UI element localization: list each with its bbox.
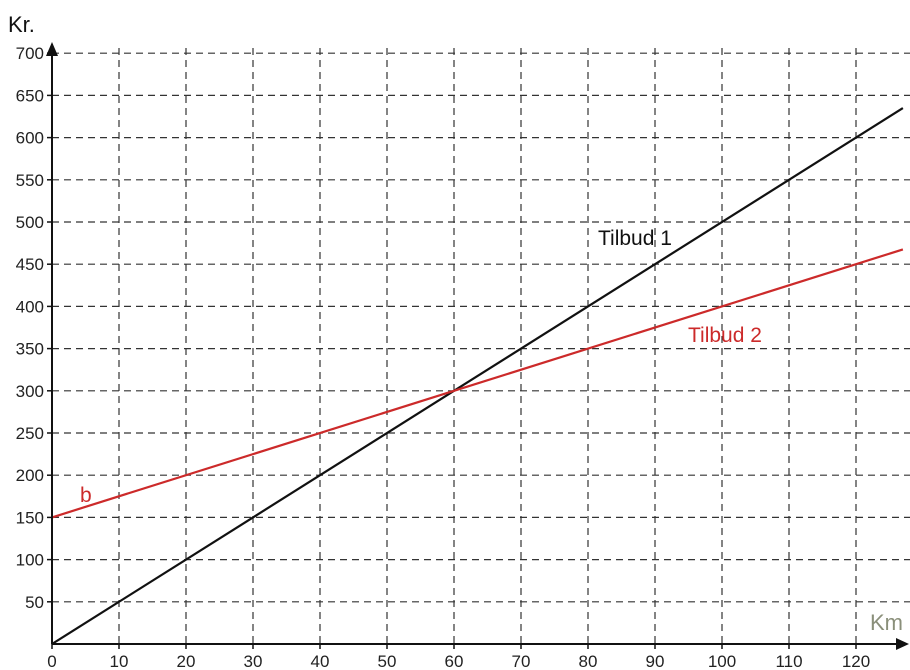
- x-tick-label: 10: [110, 652, 129, 670]
- y-tick-label: 350: [16, 340, 44, 359]
- x-axis-arrow: [896, 638, 909, 650]
- y-tick-label: 700: [16, 44, 44, 63]
- y-tick-label: 50: [25, 593, 44, 612]
- y-tick-label: 400: [16, 297, 44, 316]
- series-line-2: [51, 248, 904, 519]
- x-tick-label: 60: [445, 652, 464, 670]
- y-tick-label: 300: [16, 382, 44, 401]
- series-label-tilbud-1: Tilbud 1: [598, 227, 672, 250]
- x-tick-label: 70: [512, 652, 531, 670]
- x-tick-label: 90: [646, 652, 665, 670]
- x-tick-label: 120: [842, 652, 870, 670]
- series-layer: [51, 107, 904, 645]
- annotation-b: b: [80, 484, 92, 507]
- grid-layer: [52, 48, 910, 644]
- x-tick-label: 0: [47, 652, 56, 670]
- x-tick-label: 100: [708, 652, 736, 670]
- y-tick-label: 650: [16, 86, 44, 105]
- x-tick-label: 50: [378, 652, 397, 670]
- y-tick-label: 100: [16, 551, 44, 570]
- y-tick-label: 450: [16, 255, 44, 274]
- x-tick-label: 40: [311, 652, 330, 670]
- x-tick-label: 110: [775, 652, 802, 670]
- y-axis-title: Kr.: [8, 12, 35, 37]
- series-label-tilbud-2: Tilbud 2: [688, 324, 762, 347]
- tick-labels: 5010015020025030035040045050055060065070…: [16, 44, 871, 670]
- y-tick-label: 250: [16, 424, 44, 443]
- y-tick-label: 550: [16, 171, 44, 190]
- x-tick-label: 20: [177, 652, 196, 670]
- y-tick-label: 150: [16, 508, 44, 527]
- axis-layer: [46, 42, 909, 650]
- y-tick-label: 200: [16, 466, 44, 485]
- series-line-1: [51, 107, 904, 645]
- x-tick-label: 80: [579, 652, 598, 670]
- x-axis-title: Km: [870, 610, 903, 635]
- x-tick-label: 30: [244, 652, 263, 670]
- y-tick-label: 600: [16, 129, 44, 148]
- y-tick-label: 500: [16, 213, 44, 232]
